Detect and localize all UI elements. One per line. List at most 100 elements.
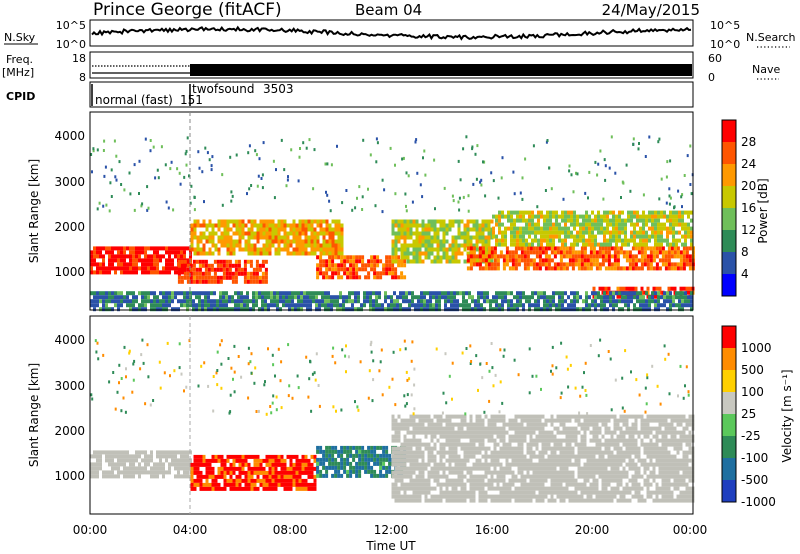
heatmap-cell bbox=[591, 291, 594, 296]
heatmap-cell bbox=[316, 231, 320, 236]
heatmap-cell bbox=[273, 295, 276, 300]
heatmap-cell bbox=[165, 307, 168, 312]
heatmap-cell bbox=[543, 226, 546, 231]
heatmap-cell bbox=[229, 243, 233, 248]
heatmap-cell bbox=[436, 482, 440, 487]
heatmap-cell bbox=[388, 263, 392, 268]
heatmap-cell bbox=[171, 462, 174, 467]
heatmap-cell bbox=[207, 279, 211, 284]
heatmap-cell bbox=[129, 462, 132, 467]
heatmap-cell bbox=[454, 219, 458, 224]
heatmap-cell bbox=[668, 187, 671, 191]
heatmap-cell bbox=[537, 222, 540, 227]
heatmap-cell bbox=[514, 430, 518, 435]
heatmap-cell bbox=[310, 231, 314, 236]
heatmap-cell bbox=[291, 299, 294, 304]
heatmap-cell bbox=[478, 239, 482, 244]
heatmap-cell bbox=[217, 470, 221, 475]
heatmap-cell bbox=[198, 295, 201, 300]
heatmap-cell bbox=[316, 449, 320, 454]
heatmap-cell bbox=[108, 266, 111, 271]
heatmap-cell bbox=[561, 218, 564, 223]
heatmap-cell bbox=[595, 250, 599, 255]
heatmap-cell bbox=[630, 299, 633, 304]
heatmap-cell bbox=[235, 486, 239, 491]
heatmap-cell bbox=[123, 470, 126, 475]
heatmap-cell bbox=[412, 223, 416, 228]
heatmap-cell bbox=[559, 438, 563, 443]
heatmap-cell bbox=[316, 469, 320, 474]
heatmap-cell bbox=[120, 258, 123, 263]
heatmap-cell bbox=[217, 454, 221, 459]
heatmap-cell bbox=[237, 303, 240, 308]
heatmap-cell bbox=[168, 454, 171, 459]
heatmap-cell bbox=[283, 227, 287, 232]
heatmap-cell bbox=[475, 474, 479, 479]
heatmap-cell bbox=[400, 462, 404, 467]
heatmap-cell bbox=[287, 175, 289, 179]
heatmap-cell bbox=[544, 422, 548, 427]
heatmap-cell bbox=[523, 418, 527, 423]
heatmap-cell bbox=[415, 446, 419, 451]
heatmap-cell bbox=[427, 442, 431, 447]
heatmap-cell bbox=[105, 307, 108, 312]
heatmap-cell bbox=[553, 442, 557, 447]
heatmap-cell bbox=[363, 291, 366, 296]
heatmap-cell bbox=[229, 474, 233, 479]
heatmap-cell bbox=[129, 250, 132, 255]
heatmap-cell bbox=[619, 286, 623, 291]
heatmap-cell bbox=[301, 486, 305, 491]
heatmap-cell bbox=[211, 466, 215, 471]
heatmap-cell bbox=[511, 254, 515, 259]
heatmap-cell bbox=[553, 438, 557, 443]
nsky-tick-top: 10^5 bbox=[56, 19, 86, 32]
heatmap-cell bbox=[421, 227, 425, 232]
heatmap-cell bbox=[190, 227, 194, 232]
heatmap-cell bbox=[615, 218, 618, 223]
heatmap-cell bbox=[402, 307, 405, 312]
heatmap-cell bbox=[559, 490, 563, 495]
heatmap-cell bbox=[235, 474, 239, 479]
heatmap-cell bbox=[450, 291, 453, 296]
heatmap-cell bbox=[559, 418, 563, 423]
heatmap-cell bbox=[460, 418, 464, 423]
heatmap-cell bbox=[156, 270, 159, 275]
heatmap-cell bbox=[526, 482, 530, 487]
heatmap-cell bbox=[340, 461, 344, 466]
heatmap-cell bbox=[633, 210, 636, 215]
heatmap-cell bbox=[435, 295, 438, 300]
heatmap-cell bbox=[300, 291, 303, 296]
heatmap-cell bbox=[243, 299, 246, 304]
heatmap-cell bbox=[135, 450, 138, 455]
heatmap-cell bbox=[325, 231, 329, 236]
heatmap-cell bbox=[234, 263, 238, 268]
heatmap-cell bbox=[520, 470, 524, 475]
heatmap-cell bbox=[454, 486, 458, 491]
heatmap-cell bbox=[687, 303, 690, 308]
heatmap-cell bbox=[627, 218, 630, 223]
heatmap-cell bbox=[390, 295, 393, 300]
heatmap-cell bbox=[594, 222, 597, 227]
heatmap-cell bbox=[526, 442, 530, 447]
heatmap-cell bbox=[268, 219, 272, 224]
heatmap-cell bbox=[681, 222, 684, 227]
heatmap-cell bbox=[454, 239, 458, 244]
heatmap-cell bbox=[396, 307, 399, 312]
heatmap-cell bbox=[586, 254, 590, 259]
heatmap-cell bbox=[633, 214, 636, 219]
heatmap-cell bbox=[403, 275, 407, 280]
heatmap-cell bbox=[598, 246, 602, 251]
heatmap-cell bbox=[256, 184, 259, 188]
heatmap-cell bbox=[217, 458, 221, 463]
heatmap-cell bbox=[129, 307, 132, 312]
heatmap-cell bbox=[565, 486, 569, 491]
heatmap-cell bbox=[516, 303, 519, 308]
heatmap-cell bbox=[183, 271, 187, 276]
heatmap-cell bbox=[111, 246, 114, 251]
heatmap-cell bbox=[655, 262, 659, 267]
heatmap-cell bbox=[208, 482, 212, 487]
heatmap-cell bbox=[400, 255, 404, 260]
heatmap-cell bbox=[451, 478, 455, 483]
heatmap-cell bbox=[672, 234, 675, 239]
heatmap-cell bbox=[164, 163, 167, 167]
